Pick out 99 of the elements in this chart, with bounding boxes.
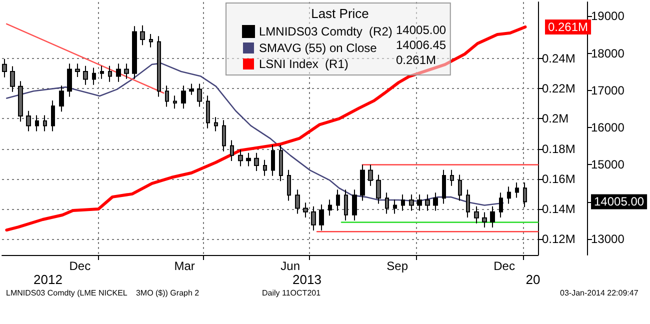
candlestick: [35, 114, 39, 132]
candlestick: [303, 202, 308, 218]
candlestick: [18, 80, 23, 122]
candlestick: [124, 63, 129, 80]
candlestick: [189, 83, 194, 96]
candlestick: [238, 149, 243, 167]
candlestick: [51, 100, 55, 132]
candlestick: [197, 83, 202, 108]
candlestick: [417, 194, 422, 212]
candlestick: [206, 95, 210, 129]
y2-tick-label: 0.16M: [542, 172, 576, 186]
candlestick: [401, 194, 405, 212]
annotation: 14006.45: [396, 38, 446, 52]
y2-tick-label: 0.2M: [542, 112, 569, 126]
y2-tick-label: 0.24M: [542, 52, 576, 66]
candlestick: [10, 66, 15, 92]
text: 2012: [34, 272, 62, 287]
candlestick: [311, 206, 316, 231]
y2-tick-label: 0.14M: [542, 202, 576, 216]
data-label: 0.261M: [548, 20, 588, 34]
y-tick-label: 16000: [591, 120, 625, 135]
candlestick: [482, 212, 487, 228]
y-tick-label: 13000: [591, 232, 625, 246]
candlestick: [368, 164, 373, 186]
candlestick: [263, 159, 267, 176]
candlestick: [344, 189, 348, 221]
candlestick: [523, 182, 527, 208]
y-tick-label: 19000: [591, 9, 625, 24]
candlestick: [385, 192, 389, 214]
candlestick: [474, 206, 479, 224]
candlestick: [157, 36, 161, 98]
candlestick: [132, 26, 137, 80]
x-tick-label: Sep: [386, 259, 408, 273]
candlestick: [450, 169, 454, 186]
candlestick: [425, 194, 430, 212]
candlestick: [181, 85, 186, 110]
text: LMNIDS03 Comdty (LME NICKEL 3MO ($)) Graph 2: [6, 288, 200, 298]
candlestick: [100, 65, 104, 80]
candlestick: [92, 67, 96, 86]
y-tick-label: 18000: [591, 46, 625, 60]
candlestick: [2, 58, 7, 78]
candlestick: [319, 204, 324, 231]
candlestick: [328, 199, 332, 216]
x-tick-label: Dec: [494, 259, 515, 273]
candlestick: [336, 189, 340, 212]
y2-tick-label: 0.12M: [542, 232, 576, 246]
candlestick: [458, 174, 462, 202]
x-tick-label: Dec: [69, 259, 91, 273]
candlestick: [75, 63, 80, 78]
text: 20: [526, 272, 540, 287]
candlestick: [149, 33, 153, 48]
candlestick: [173, 95, 177, 110]
candlestick: [499, 192, 503, 218]
text: 14005.00: [594, 194, 644, 209]
candlestick: [271, 144, 275, 176]
candlestick: [295, 189, 300, 214]
text: 2013: [292, 272, 322, 287]
candlestick: [393, 199, 397, 214]
candlestick: [279, 144, 283, 182]
candlestick: [287, 169, 291, 202]
text: 03-Jan-2014 22:09:47: [560, 288, 639, 298]
candlestick: [108, 65, 112, 82]
legend-label: SMAVG (55) on Close: [259, 41, 378, 55]
y-tick-label: 15000: [591, 158, 625, 172]
candlestick: [352, 189, 357, 221]
candlestick: [165, 85, 169, 108]
candlestick: [214, 116, 218, 132]
candlestick: [140, 24, 145, 46]
candlestick: [254, 152, 259, 172]
candlestick: [515, 182, 519, 198]
line-series: [5, 25, 527, 232]
text: Daily 11OCT201: [262, 288, 322, 298]
x-tick-label: Mar: [174, 259, 195, 273]
candlestick: [59, 85, 64, 112]
legend-title: Last Price: [311, 6, 369, 21]
candlestick: [433, 192, 438, 212]
candlestick: [43, 114, 47, 132]
x-tick-label: Jun: [280, 259, 300, 273]
candlestick: [26, 110, 31, 132]
candlestick: [222, 120, 226, 152]
y2-tick-label: 0.22M: [542, 82, 576, 96]
y2-tick-label: 0.18M: [542, 142, 576, 156]
annotation: 0.261M: [396, 53, 436, 67]
candlestick: [376, 174, 381, 204]
candlestick: [490, 206, 495, 228]
candlestick: [246, 152, 251, 167]
candlestick: [67, 63, 72, 98]
y-tick-label: 17000: [591, 83, 625, 98]
candlestick: [409, 194, 414, 212]
candlestick: [116, 63, 121, 82]
candlestick: [230, 140, 234, 162]
legend-label: LMNIDS03 Comdty (R2): [259, 24, 392, 38]
annotation: 14005.00: [396, 23, 446, 37]
candlestick: [507, 186, 511, 204]
candlestick: [83, 65, 88, 86]
candlestick: [466, 189, 470, 218]
candlestick: [442, 169, 446, 204]
legend-label: LSNI Index (R1): [259, 57, 348, 71]
candlestick: [360, 164, 365, 202]
